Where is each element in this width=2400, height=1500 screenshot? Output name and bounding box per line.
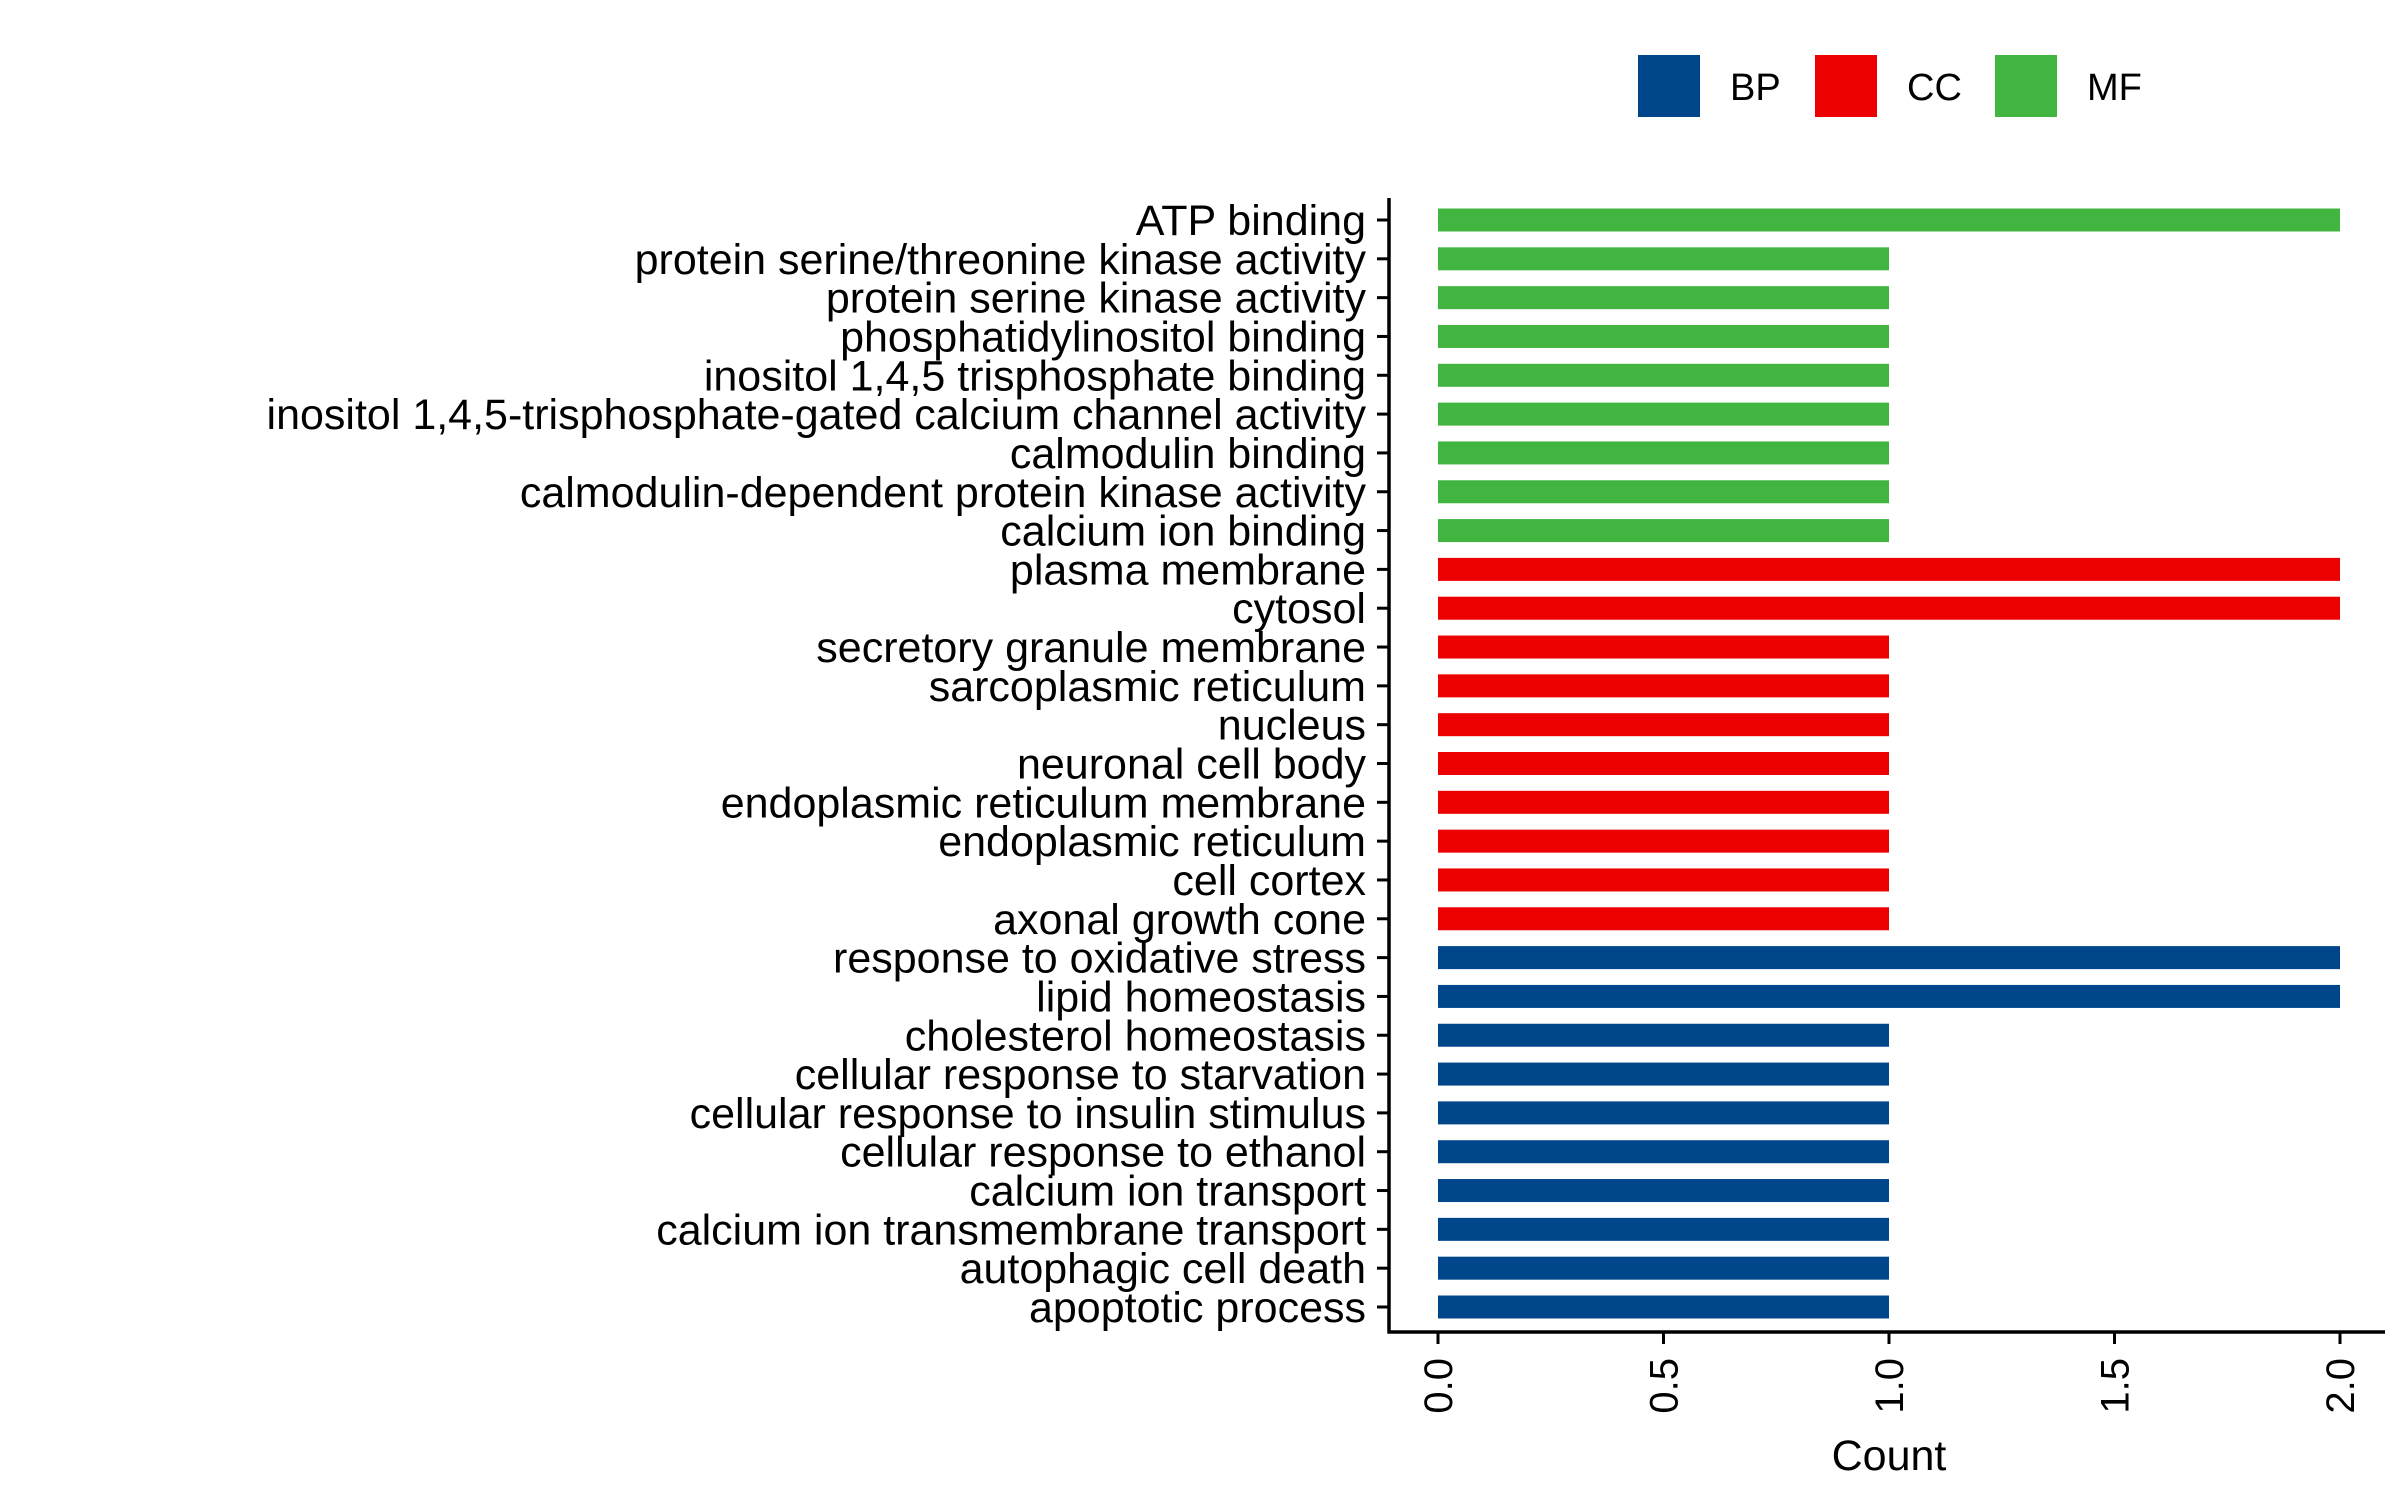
bar (1438, 868, 1889, 892)
y-tick-label: inositol 1,4,5 trisphosphate binding (704, 352, 1366, 400)
x-tick-label: 1.0 (1868, 1358, 1912, 1414)
bar (1438, 1217, 1889, 1241)
y-tick-label: protein serine kinase activity (826, 275, 1367, 323)
y-tick-label: calcium ion binding (1000, 508, 1366, 556)
bar (1438, 557, 2340, 581)
bar (1438, 1140, 1889, 1164)
bar (1438, 596, 2340, 620)
bar (1438, 1101, 1889, 1125)
y-tick-label: nucleus (1218, 702, 1366, 750)
y-tick-label: ATP binding (1136, 197, 1366, 245)
x-tick-label: 0.0 (1417, 1358, 1461, 1414)
bar (1438, 635, 1889, 659)
bar (1438, 752, 1889, 775)
bar (1438, 208, 2340, 232)
bar (1438, 1179, 1889, 1203)
y-tick-label: apoptotic process (1029, 1284, 1366, 1332)
y-tick-label: inositol 1,4,5-trisphosphate-gated calci… (267, 391, 1367, 439)
y-tick-label: cytosol (1232, 585, 1366, 633)
y-tick-label: calcium ion transmembrane transport (656, 1206, 1366, 1254)
legend-swatch-bp (1638, 55, 1700, 117)
legend-swatch-mf (1995, 55, 2057, 117)
bar (1438, 1295, 1889, 1319)
y-tick-label: plasma membrane (1010, 546, 1366, 594)
y-tick-label: cellular response to ethanol (840, 1129, 1366, 1177)
x-tick-label: 1.5 (2094, 1358, 2138, 1414)
legend-label: MF (2087, 67, 2142, 109)
y-tick-label: calmodulin binding (1010, 430, 1366, 478)
y-tick-label: endoplasmic reticulum membrane (721, 779, 1366, 827)
y-tick-label: endoplasmic reticulum (938, 818, 1366, 866)
y-tick-label: response to oxidative stress (833, 935, 1366, 983)
bar (1438, 247, 1889, 271)
bar (1438, 363, 1889, 387)
bar (1438, 1062, 1889, 1086)
y-tick-label: sarcoplasmic reticulum (929, 663, 1366, 711)
bar (1438, 324, 1889, 348)
bar (1438, 713, 1889, 737)
bars (1438, 208, 2340, 1319)
y-tick-label: secretory granule membrane (816, 624, 1366, 672)
x-axis-title: Count (1832, 1432, 1947, 1480)
y-tick-label: axonal growth cone (993, 896, 1366, 944)
legend-swatch-cc (1815, 55, 1877, 117)
axes: 0.0 0.5 1.0 1.5 2.0 (1377, 198, 2385, 1414)
y-tick-label: calcium ion transport (969, 1168, 1366, 1216)
legend: BP CC MF (1638, 55, 2142, 117)
bar (1438, 402, 1889, 426)
bar (1438, 984, 2340, 1008)
bar (1438, 1023, 1889, 1047)
bar (1438, 907, 1889, 931)
bar (1438, 286, 1889, 310)
y-tick-label: cellular response to starvation (795, 1051, 1366, 1099)
bar (1438, 480, 1889, 504)
bar (1438, 946, 2340, 970)
legend-label: BP (1730, 67, 1781, 109)
legend-label: CC (1907, 67, 1962, 109)
bar (1438, 441, 1889, 465)
y-tick-label: cell cortex (1172, 857, 1366, 905)
x-tick-label: 2.0 (2319, 1358, 2363, 1414)
y-tick-label: neuronal cell body (1017, 741, 1367, 789)
bar (1438, 674, 1889, 698)
y-tick-label: autophagic cell death (960, 1245, 1366, 1293)
y-tick-label: cholesterol homeostasis (905, 1012, 1366, 1060)
bar (1438, 790, 1889, 814)
y-tick-label: protein serine/threonine kinase activity (635, 236, 1367, 284)
bar (1438, 1256, 1889, 1280)
y-tick-label: calmodulin-dependent protein kinase acti… (520, 469, 1367, 517)
x-tick-label: 0.5 (1643, 1358, 1687, 1414)
y-tick-label: lipid homeostasis (1036, 973, 1366, 1021)
bar (1438, 519, 1889, 543)
y-tick-label: phosphatidylinositol binding (840, 313, 1366, 361)
bar (1438, 829, 1889, 853)
y-tick-label: cellular response to insulin stimulus (690, 1090, 1366, 1138)
